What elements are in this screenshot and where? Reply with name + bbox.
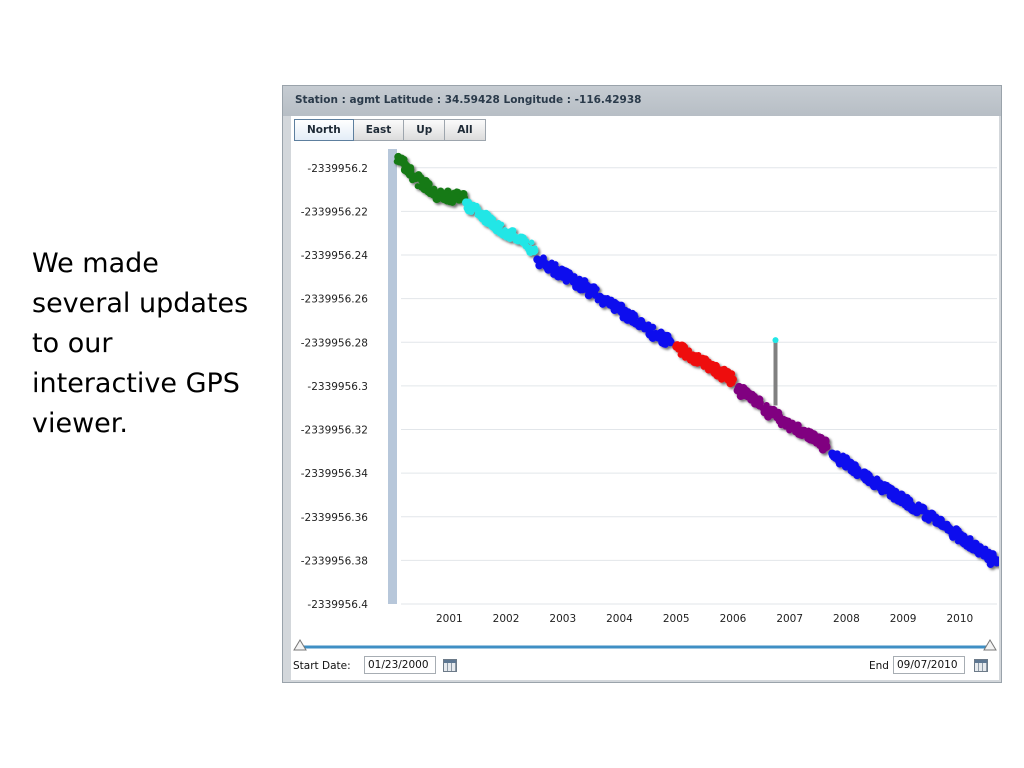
end-date-input[interactable] [893,656,965,674]
x-tick-label: 2002 [493,613,520,625]
x-tick-label: 2008 [833,613,860,625]
x-tick-label: 2005 [663,613,690,625]
outlier-point [772,337,779,344]
data-point [528,239,535,246]
x-tick-label: 2010 [946,613,973,625]
data-point [743,386,750,393]
data-series [828,449,999,568]
data-point [763,402,770,409]
station-info: Station : agmt Latitude : 34.59428 Longi… [295,94,642,106]
tab-east[interactable]: East [352,119,405,141]
data-series [462,198,539,256]
chart-panel: North East Up All -2339956.2 -2339956.22-… [291,116,999,680]
data-point [727,378,736,387]
x-tick-label: 2003 [549,613,576,625]
date-range-row: Start Date: End [291,654,999,678]
y-tick-label: -2339956.28 [301,337,368,349]
gps-viewer: Station : agmt Latitude : 34.59428 Longi… [282,85,1002,683]
data-point [593,286,599,293]
slide-text-line: to our [32,328,113,359]
tab-up[interactable]: Up [403,119,446,141]
data-point [643,322,652,331]
y-tick-label: -2339956.32 [301,425,368,437]
slide-text-line: We made [32,248,159,279]
slide-text-line: interactive GPS [32,368,240,399]
y-tick-label: -2339956.38 [301,555,368,567]
data-point [498,221,505,228]
data-point [823,438,830,445]
data-point [508,227,516,235]
x-tick-label: 2004 [606,613,633,625]
data-point [757,399,764,406]
y-tick-label: -2339956.26 [301,294,369,306]
data-series [533,254,675,348]
slider-handle-icon[interactable] [983,639,997,651]
tab-all[interactable]: All [444,119,486,141]
tab-north[interactable]: North [294,119,354,141]
data-point [489,215,497,224]
data-point [666,338,674,345]
data-point [584,291,593,300]
y-tick-label: -2339956.3 [307,381,368,393]
calendar-icon[interactable] [974,659,988,672]
data-point [631,313,639,321]
data-point [532,245,538,251]
data-point [794,421,802,430]
data-point [993,556,999,564]
y-tick-label: -2339956.2 [307,163,368,175]
calendar-icon[interactable] [443,659,457,672]
slide-text-line: viewer. [32,408,128,439]
slider-handle-icon[interactable] [293,639,307,651]
data-point [649,323,657,331]
x-tick-label: 2007 [776,613,803,625]
component-tabs: North East Up All [294,119,486,141]
end-date-label: End [869,660,889,672]
station-header: Station : agmt Latitude : 34.59428 Longi… [283,86,1001,116]
data-point [727,370,736,378]
x-tick-label: 2006 [720,613,747,625]
start-date-input[interactable] [364,656,436,674]
data-series [672,341,737,388]
y-tick-label: -2339956.22 [301,206,368,218]
y-tick-label: -2339956.24 [301,250,369,262]
slide-text: We made several updates to our interactive … [32,244,272,444]
data-series [733,382,831,454]
x-tick-label: 2009 [890,613,917,625]
start-date-label: Start Date: [293,660,351,672]
x-tick-label: 2001 [436,613,463,625]
y-tick-label: -2339956.4 [307,599,368,611]
data-series [393,152,469,206]
slide-text-line: several updates [32,288,249,319]
y-tick-label: -2339956.34 [301,468,369,480]
y-range-bar [388,149,397,604]
data-point [449,199,456,206]
y-tick-label: -2339956.36 [301,512,369,524]
gps-time-series-chart[interactable]: -2339956.2 -2339956.22 -2339956.24 -2339956… [291,116,999,652]
